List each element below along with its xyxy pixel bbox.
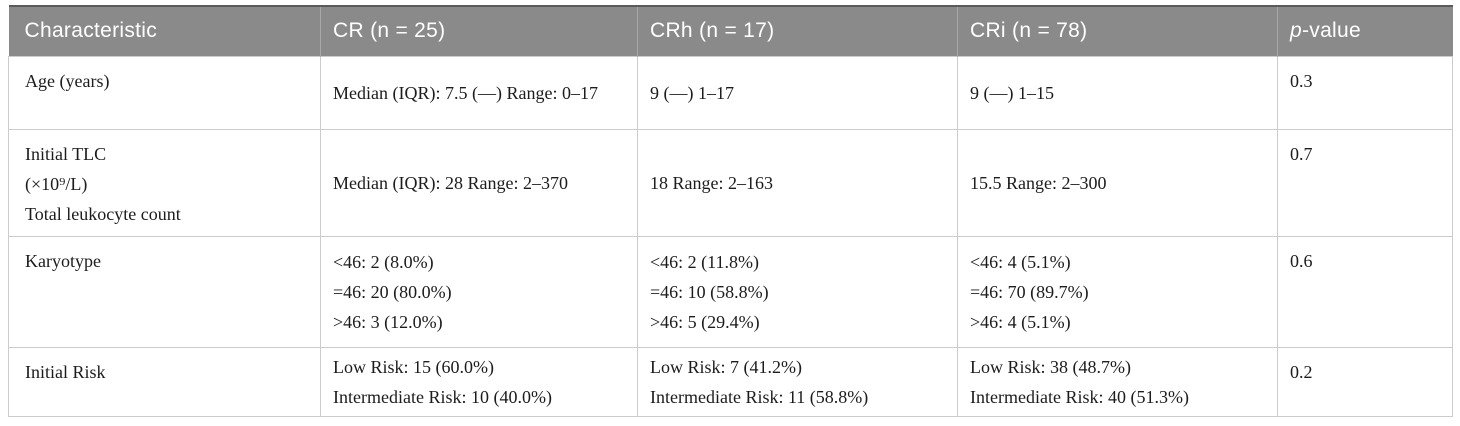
cell-karyotype-p-value: 0.6 bbox=[1277, 235, 1453, 348]
table-header: Characteristic CR (n = 25) CRh (n = 17) … bbox=[8, 5, 1453, 56]
cell-text: Median (IQR): 28 Range: 2–370 bbox=[333, 172, 568, 193]
table-row-initial-risk: Initial Risk Low Risk: 15 (60.0%) Interm… bbox=[8, 346, 1453, 417]
cell-text: >46: 5 (29.4%) bbox=[650, 311, 760, 332]
cell-age-cri: 9 (—) 1–15 bbox=[957, 55, 1278, 130]
header-characteristic: Characteristic bbox=[8, 5, 321, 56]
cell-text: <46: 2 (11.8%) bbox=[650, 251, 759, 272]
cell-text: >46: 4 (5.1%) bbox=[970, 311, 1071, 332]
cell-age-crh: 9 (—) 1–17 bbox=[637, 55, 958, 130]
cell-text: Intermediate Risk: 11 (58.8%) bbox=[650, 386, 869, 407]
cell-age-cr: Median (IQR): 7.5 (—) Range: 0–17 bbox=[320, 55, 638, 130]
cell-text: =46: 70 (89.7%) bbox=[970, 281, 1089, 302]
table-row-karyotype: Karyotype <46: 2 (8.0%) =46: 20 (80.0%) … bbox=[8, 235, 1453, 348]
cell-age-characteristic: Age (years) bbox=[8, 55, 321, 130]
cell-risk-cr: Low Risk: 15 (60.0%) Intermediate Risk: … bbox=[320, 346, 638, 417]
cell-text: Intermediate Risk: 10 (40.0%) bbox=[333, 386, 552, 407]
cell-karyotype-crh: <46: 2 (11.8%) =46: 10 (58.8%) >46: 5 (2… bbox=[637, 235, 958, 348]
cell-risk-characteristic: Initial Risk bbox=[8, 346, 321, 417]
cell-text: 0.3 bbox=[1290, 70, 1313, 91]
cell-age-p-value: 0.3 bbox=[1277, 55, 1453, 130]
header-row: Characteristic CR (n = 25) CRh (n = 17) … bbox=[8, 5, 1453, 56]
cell-karyotype-cri: <46: 4 (5.1%) =46: 70 (89.7%) >46: 4 (5.… bbox=[957, 235, 1278, 348]
cell-text: 9 (—) 1–17 bbox=[650, 82, 734, 103]
table-row-initial-tlc: Initial TLC (×10⁹/L) Total leukocyte cou… bbox=[8, 128, 1453, 237]
header-cr: CR (n = 25) bbox=[320, 5, 638, 56]
cell-text: Low Risk: 38 (48.7%) bbox=[970, 356, 1131, 377]
cell-tlc-characteristic: Initial TLC (×10⁹/L) Total leukocyte cou… bbox=[8, 128, 321, 237]
cell-text: 9 (—) 1–15 bbox=[970, 82, 1054, 103]
cell-text: Age (years) bbox=[25, 70, 110, 91]
p-value-rest: -value bbox=[1301, 19, 1361, 43]
cell-text: 15.5 Range: 2–300 bbox=[970, 172, 1107, 193]
header-crh: CRh (n = 17) bbox=[637, 5, 958, 56]
cell-text: Intermediate Risk: 40 (51.3%) bbox=[970, 386, 1189, 407]
table-row-age: Age (years) Median (IQR): 7.5 (—) Range:… bbox=[8, 55, 1453, 130]
cell-text: Total leukocyte count bbox=[25, 203, 181, 224]
p-value-italic-p: p bbox=[1290, 19, 1302, 43]
cell-text: <46: 4 (5.1%) bbox=[970, 251, 1071, 272]
table-body: Age (years) Median (IQR): 7.5 (—) Range:… bbox=[8, 55, 1453, 417]
cell-text: 18 Range: 2–163 bbox=[650, 172, 773, 193]
cell-karyotype-characteristic: Karyotype bbox=[8, 235, 321, 348]
cell-text: Low Risk: 15 (60.0%) bbox=[333, 356, 494, 377]
cell-risk-p-value: 0.2 bbox=[1277, 346, 1453, 417]
cell-tlc-p-value: 0.7 bbox=[1277, 128, 1453, 237]
cell-karyotype-cr: <46: 2 (8.0%) =46: 20 (80.0%) >46: 3 (12… bbox=[320, 235, 638, 348]
cell-text: 0.6 bbox=[1290, 250, 1313, 271]
cell-risk-cri: Low Risk: 38 (48.7%) Intermediate Risk: … bbox=[957, 346, 1278, 417]
cell-tlc-crh: 18 Range: 2–163 bbox=[637, 128, 958, 237]
cell-text: Karyotype bbox=[25, 250, 101, 271]
cell-text: Initial TLC bbox=[25, 143, 107, 164]
cell-tlc-cr: Median (IQR): 28 Range: 2–370 bbox=[320, 128, 638, 237]
cell-tlc-cri: 15.5 Range: 2–300 bbox=[957, 128, 1278, 237]
cell-text: Initial Risk bbox=[25, 361, 106, 382]
characteristics-table: Characteristic CR (n = 25) CRh (n = 17) … bbox=[8, 5, 1453, 417]
cell-text: =46: 20 (80.0%) bbox=[333, 281, 452, 302]
cell-text: =46: 10 (58.8%) bbox=[650, 281, 769, 302]
cell-text: <46: 2 (8.0%) bbox=[333, 251, 434, 272]
header-p-value: p-value bbox=[1277, 5, 1453, 56]
cell-text: Median (IQR): 7.5 (—) Range: 0–17 bbox=[333, 82, 598, 103]
cell-text: 0.7 bbox=[1290, 143, 1313, 164]
cell-text: Low Risk: 7 (41.2%) bbox=[650, 356, 802, 377]
cell-text: >46: 3 (12.0%) bbox=[333, 311, 443, 332]
cell-text: (×10⁹/L) bbox=[25, 173, 88, 194]
header-cri: CRi (n = 78) bbox=[957, 5, 1278, 56]
cell-risk-crh: Low Risk: 7 (41.2%) Intermediate Risk: 1… bbox=[637, 346, 958, 417]
cell-text: 0.2 bbox=[1290, 361, 1313, 382]
